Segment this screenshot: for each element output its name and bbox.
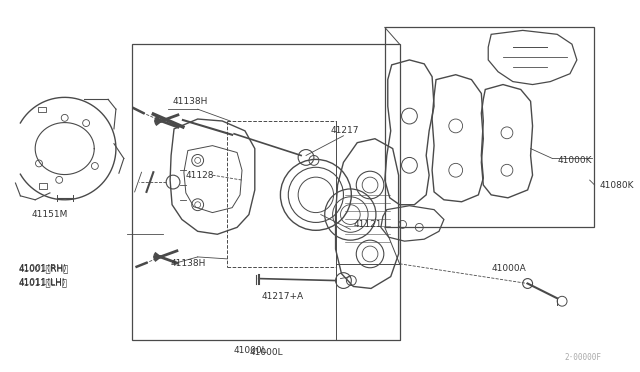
Text: 41011⟨LH⟩: 41011⟨LH⟩ xyxy=(19,278,66,287)
Text: 41217: 41217 xyxy=(331,126,359,135)
Text: 41217+A: 41217+A xyxy=(262,292,304,301)
Text: 41138H: 41138H xyxy=(170,259,205,268)
Text: 41001〈RH〉: 41001〈RH〉 xyxy=(19,264,68,273)
Bar xyxy=(39,183,47,189)
Text: 41128: 41128 xyxy=(186,171,214,180)
Bar xyxy=(38,107,46,112)
Text: 41000A: 41000A xyxy=(491,264,526,273)
Text: 41151M: 41151M xyxy=(31,210,68,219)
Text: 41011〈LH〉: 41011〈LH〉 xyxy=(19,278,67,287)
Text: 41121: 41121 xyxy=(353,220,382,229)
Bar xyxy=(132,44,399,340)
Text: 41138H: 41138H xyxy=(173,97,209,106)
Text: 41000L: 41000L xyxy=(234,346,268,355)
Text: 41000L: 41000L xyxy=(250,348,284,357)
Text: 41001⟨RH⟩: 41001⟨RH⟩ xyxy=(19,264,67,273)
Text: 2·00000F: 2·00000F xyxy=(564,353,602,362)
Text: 41080K: 41080K xyxy=(600,180,634,189)
Text: 41000K: 41000K xyxy=(557,156,591,165)
Bar xyxy=(385,28,594,227)
